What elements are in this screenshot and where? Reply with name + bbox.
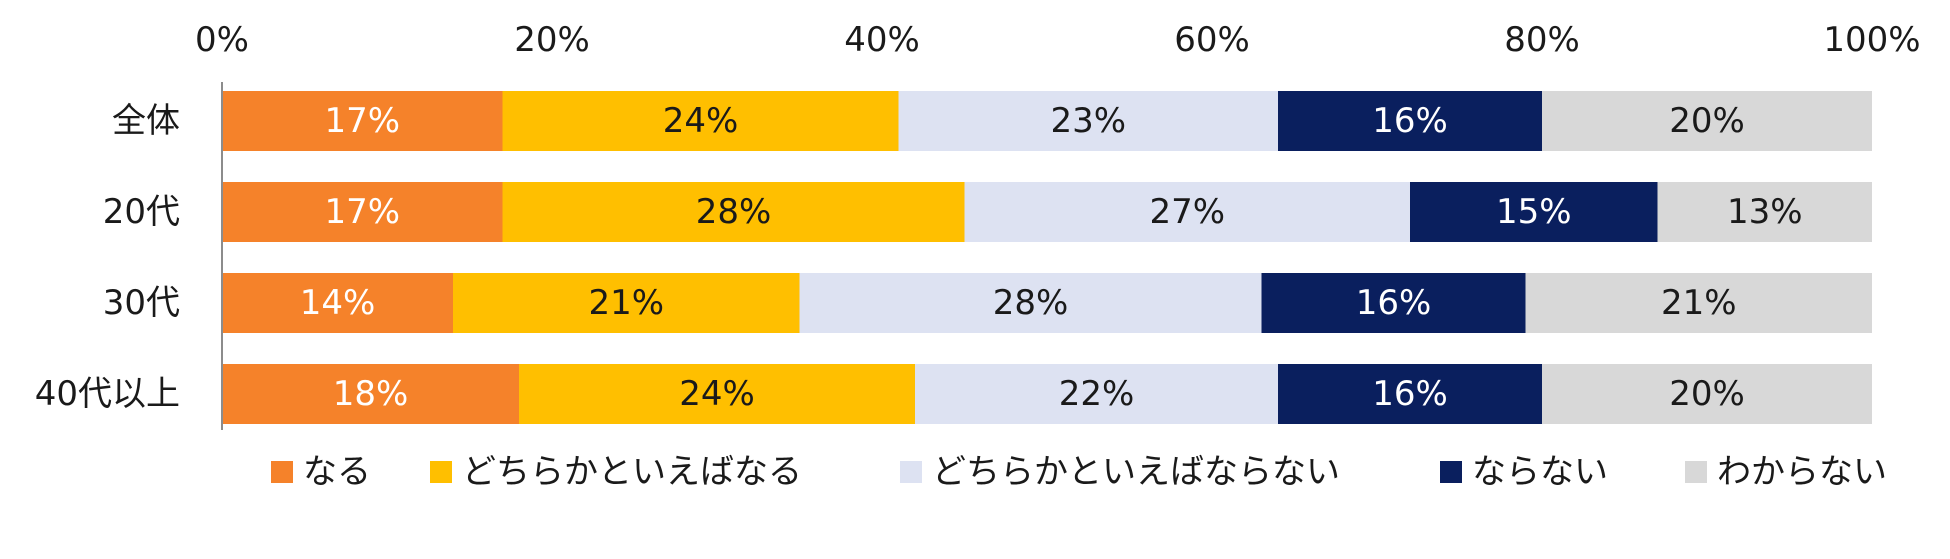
data-label: 24% (663, 101, 739, 141)
legend-label: どちらかといえばならない (932, 452, 1340, 492)
bar-segment (898, 91, 1278, 151)
x-tick-label: 40% (844, 20, 920, 60)
legend-label: わからない (1717, 452, 1887, 492)
data-label: 22% (1059, 374, 1135, 414)
data-label: 28% (993, 283, 1069, 323)
data-label: 16% (1372, 101, 1448, 141)
x-axis-ticks: 0% 20% 40% 60% 80% 100% (195, 20, 1921, 60)
data-label: 13% (1727, 192, 1803, 232)
data-label: 21% (588, 283, 664, 323)
legend-swatch (1440, 461, 1462, 483)
x-tick-label: 0% (195, 20, 249, 60)
bar-segment (1261, 273, 1526, 333)
bar-segment (222, 182, 503, 242)
data-label: 15% (1496, 192, 1572, 232)
category-label: 全体 (112, 101, 180, 141)
bar-segment (453, 273, 800, 333)
x-tick-label: 100% (1823, 20, 1920, 60)
legend-label: どちらかといえばなる (462, 452, 802, 492)
bar-segment (502, 182, 965, 242)
bar-segment (799, 273, 1262, 333)
data-label: 21% (1661, 283, 1737, 323)
data-label: 24% (679, 374, 755, 414)
legend-label: なる (303, 452, 371, 492)
bar-segment (222, 91, 503, 151)
data-label: 16% (1372, 374, 1448, 414)
legend-swatch (900, 461, 922, 483)
data-label: 16% (1356, 283, 1432, 323)
bar-segment (1542, 91, 1872, 151)
x-tick-label: 80% (1504, 20, 1580, 60)
legend: なる どちらかといえばなる どちらかといえばならない ならない わからない (271, 452, 1887, 492)
bar-segment (502, 91, 899, 151)
bar-segment (222, 273, 453, 333)
data-label: 23% (1050, 101, 1126, 141)
bar-segment (222, 364, 519, 424)
category-label: 20代 (103, 192, 180, 232)
data-label: 20% (1669, 101, 1745, 141)
x-tick-label: 60% (1174, 20, 1250, 60)
category-labels: 全体 20代 30代 40代以上 (35, 101, 180, 414)
category-label: 40代以上 (35, 374, 180, 414)
bar-segment (1525, 273, 1872, 333)
data-label: 20% (1669, 374, 1745, 414)
bar-segment (1278, 91, 1542, 151)
legend-swatch (271, 461, 293, 483)
x-tick-label: 20% (514, 20, 590, 60)
legend-swatch (430, 461, 452, 483)
bar-segment (1657, 182, 1872, 242)
data-label: 27% (1149, 192, 1225, 232)
bar-segment (964, 182, 1410, 242)
data-label: 17% (324, 101, 400, 141)
bar-segment (519, 364, 915, 424)
bars: 17% 24% 23% 16% 20% 17% 28% 27% 15% 13% 14% 21% 28% 1… (222, 91, 1872, 424)
bar-segment (1278, 364, 1542, 424)
data-label: 18% (333, 374, 409, 414)
bar-segment (1542, 364, 1872, 424)
data-label: 17% (324, 192, 400, 232)
legend-label: ならない (1472, 452, 1608, 492)
legend-swatch (1685, 461, 1707, 483)
data-label: 14% (300, 283, 376, 323)
bar-segment (915, 364, 1278, 424)
data-label: 28% (696, 192, 772, 232)
category-label: 30代 (103, 283, 180, 323)
bar-segment (1410, 182, 1658, 242)
